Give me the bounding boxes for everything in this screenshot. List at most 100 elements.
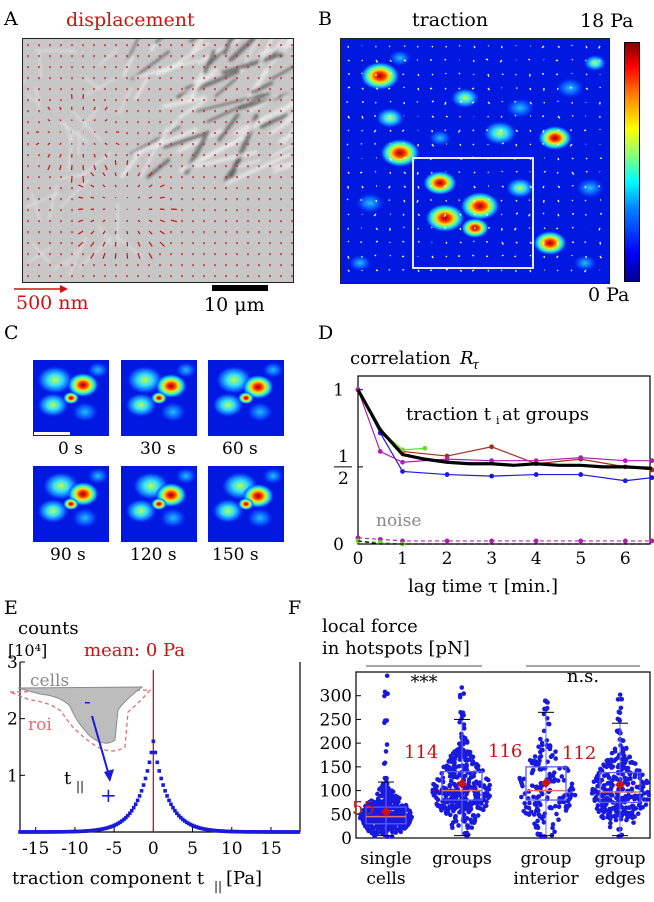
- category-label: groups: [432, 849, 492, 869]
- cell-texture: [133, 59, 199, 79]
- force-point: [631, 806, 637, 812]
- traction-arrow: [403, 171, 407, 175]
- histogram-point: [229, 829, 234, 834]
- traction-arrow: [556, 227, 559, 230]
- mean-label: mean: 0 Pa: [84, 640, 185, 661]
- force-point: [538, 753, 544, 759]
- traction-arrow: [458, 44, 461, 47]
- displacement-arrow: [159, 230, 165, 235]
- force-point: [450, 751, 456, 756]
- force-point: [449, 794, 455, 800]
- displacement-arrow: [148, 196, 153, 199]
- traction-arrow: [500, 213, 503, 216]
- significance-label: ***: [411, 672, 438, 693]
- traction-arrow: [529, 143, 532, 146]
- force-point: [613, 757, 619, 762]
- mean-value-label: 114: [404, 742, 438, 763]
- traction-arrow: [375, 59, 379, 63]
- traction-arrow: [416, 45, 419, 48]
- traction-arrow: [515, 199, 518, 202]
- histogram-point: [94, 828, 99, 832]
- histogram-point: [159, 776, 163, 781]
- y-tick-label: 12: [334, 447, 352, 489]
- cell-texture: [272, 163, 294, 173]
- force-point: [620, 760, 626, 766]
- traction-arrow: [555, 73, 559, 76]
- cell-texture: [228, 38, 258, 63]
- histogram-point: [245, 830, 250, 834]
- force-point: [461, 726, 467, 731]
- cell-texture: [122, 55, 134, 77]
- force-point: [448, 778, 454, 784]
- traction-arrow: [403, 59, 407, 62]
- histogram-point: [163, 789, 167, 793]
- cell-texture: [118, 87, 133, 115]
- traction-arrow: [571, 199, 574, 202]
- force-point: [448, 771, 453, 777]
- cell-texture: [161, 95, 207, 109]
- series-point: [444, 472, 450, 477]
- traction-hotspot: [356, 193, 384, 213]
- traction-hotspot: [376, 108, 404, 128]
- displacement-arrow: [115, 142, 120, 146]
- force-point: [561, 778, 567, 783]
- force-point: [536, 794, 542, 799]
- histogram-point: [155, 760, 160, 765]
- histogram-point: [241, 829, 246, 834]
- histogram-point: [190, 823, 195, 828]
- histogram-point: [137, 794, 142, 798]
- traction-arrow: [388, 45, 391, 48]
- histogram-point: [61, 829, 65, 834]
- traction-arrow: [472, 240, 475, 243]
- traction-arrow: [528, 213, 531, 217]
- histogram-point: [106, 825, 111, 830]
- cell-texture: [283, 126, 294, 144]
- traction-arrow: [571, 58, 574, 61]
- histogram-point: [120, 819, 124, 823]
- force-point: [550, 822, 556, 827]
- cell-texture: [127, 38, 140, 60]
- traction-frame-2: [208, 360, 284, 436]
- displacement-arrow: [90, 184, 95, 188]
- traction-arrow: [557, 45, 561, 49]
- force-point: [607, 824, 613, 830]
- force-point: [629, 811, 635, 817]
- force-point: [569, 781, 575, 787]
- x-tick-label: -10: [61, 839, 88, 859]
- force-point: [384, 742, 390, 747]
- traction-hotspot: [126, 366, 164, 394]
- force-point: [459, 746, 464, 752]
- histogram-point: [200, 826, 205, 831]
- displacement-arrow: [170, 208, 177, 211]
- axes-box: [355, 671, 651, 839]
- traction-hotspot: [348, 255, 372, 271]
- traction-arrow: [417, 87, 420, 91]
- traction-arrow: [374, 254, 377, 257]
- histogram-point: [208, 828, 212, 832]
- force-point: [608, 798, 613, 803]
- displacement-arrow: [47, 164, 51, 171]
- histogram-point: [128, 811, 132, 816]
- x-tick-label: 0: [353, 549, 364, 569]
- series-point: [578, 455, 584, 460]
- cell-texture: [67, 131, 74, 171]
- force-point: [553, 756, 559, 761]
- histogram-point: [265, 830, 269, 834]
- cell-texture: [270, 64, 294, 80]
- traction-hotspot: [87, 362, 109, 378]
- histogram-point: [294, 830, 299, 834]
- traction-hotspot: [425, 204, 465, 232]
- traction-hotspot: [556, 78, 584, 98]
- histogram-point: [114, 822, 118, 827]
- force-point: [559, 774, 565, 779]
- displacement-arrow: [137, 252, 141, 259]
- traction-arrow: [471, 87, 475, 90]
- traction-hotspot: [155, 374, 187, 398]
- traction-arrow: [543, 170, 546, 173]
- force-point: [487, 793, 493, 799]
- displacement-arrow: [126, 230, 129, 235]
- displacement-arrow: [126, 241, 129, 247]
- traction-arrow: [431, 100, 435, 103]
- force-point: [520, 783, 525, 789]
- force-point: [378, 800, 384, 805]
